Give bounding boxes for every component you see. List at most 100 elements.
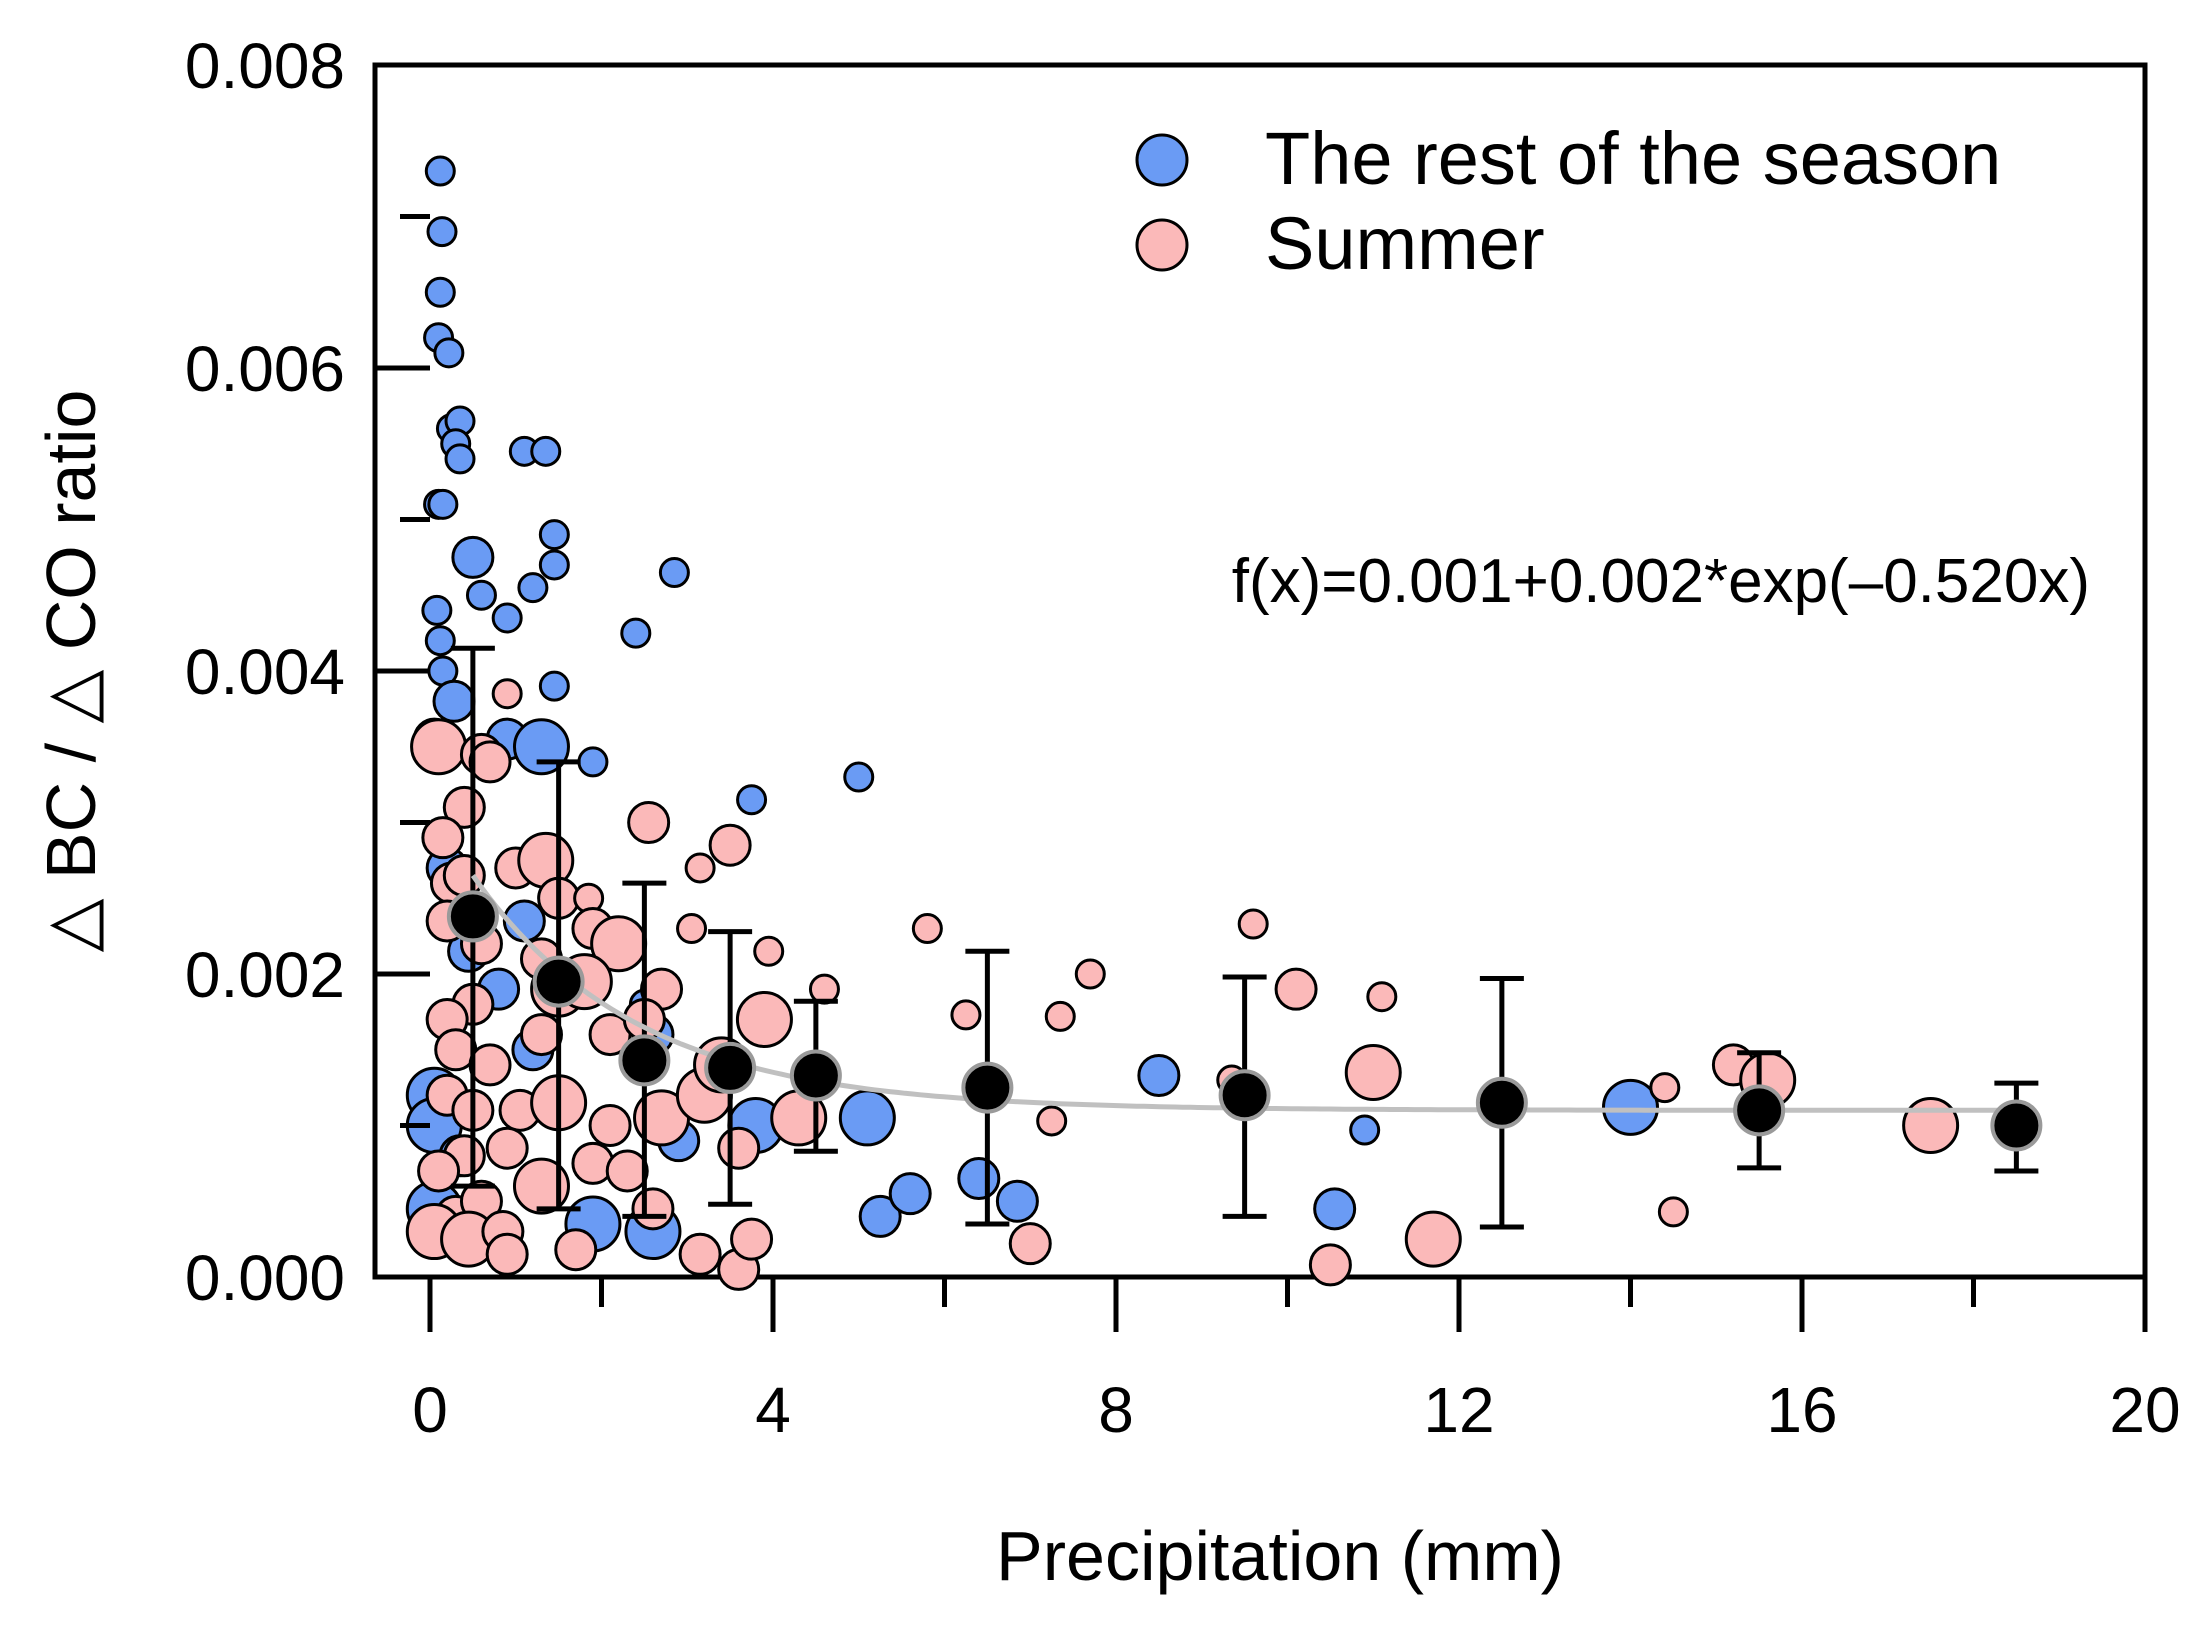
y-tick-label: 0.002 xyxy=(185,939,345,1011)
y-axis-title: △ BC / △ CO ratio xyxy=(32,390,110,953)
rest-of-season-point xyxy=(424,625,456,657)
x-tick-label: 16 xyxy=(1766,1374,1837,1446)
summer-point xyxy=(468,740,512,784)
x-tick-label: 8 xyxy=(1098,1374,1134,1446)
rest-of-season-point xyxy=(888,1172,932,1216)
rest-of-season-point xyxy=(538,670,570,702)
summer-point xyxy=(519,1013,563,1057)
rest-of-season-point xyxy=(843,761,875,793)
rest-of-season-point xyxy=(424,155,456,187)
rest-of-season-point xyxy=(736,784,768,816)
x-tick-label: 4 xyxy=(755,1374,791,1446)
summer-point xyxy=(684,852,716,884)
summer-point xyxy=(442,854,486,898)
x-axis-title: Precipitation (mm) xyxy=(996,1517,1564,1595)
rest-of-season-point xyxy=(957,1157,1001,1201)
summer-point xyxy=(512,1157,570,1215)
summer-point xyxy=(735,990,793,1048)
summer-point xyxy=(605,1149,649,1193)
y-tick-label: 0.000 xyxy=(185,1242,345,1314)
fit-equation: f(x)=0.001+0.002*exp(–0.520x) xyxy=(1232,547,2090,616)
summer-point xyxy=(676,913,708,945)
rest-of-season-point xyxy=(577,746,609,778)
legend-label-rest: The rest of the season xyxy=(1265,117,2001,200)
rest-of-season-point xyxy=(432,679,476,723)
legend-label-summer: Summer xyxy=(1265,202,1545,285)
y-tick-label: 0.004 xyxy=(185,636,345,708)
summer-point xyxy=(1649,1072,1681,1104)
rest-of-season-point xyxy=(517,572,549,604)
summer-point xyxy=(554,1228,598,1272)
y-tick-label: 0.008 xyxy=(185,30,345,102)
binned-mean-point xyxy=(1733,1084,1786,1137)
rest-of-season-point xyxy=(421,594,453,626)
summer-point xyxy=(708,823,752,867)
x-tick-label: 0 xyxy=(412,1374,448,1446)
rest-of-season-point xyxy=(538,549,570,581)
summer-point xyxy=(631,1187,675,1231)
rest-of-season-point xyxy=(995,1179,1039,1223)
summer-point xyxy=(485,1232,529,1276)
binned-mean-point xyxy=(704,1041,757,1094)
binned-mean-point xyxy=(446,890,499,943)
legend-marker-rest xyxy=(1135,133,1189,187)
binned-mean-point xyxy=(1475,1076,1528,1129)
rest-of-season-points xyxy=(405,155,1659,1261)
binned-mean-point xyxy=(532,955,585,1008)
legend: The rest of the season Summer xyxy=(1135,117,2001,285)
summer-point xyxy=(1308,1243,1352,1287)
rest-of-season-point xyxy=(444,443,476,475)
x-tick-label: 12 xyxy=(1423,1374,1494,1446)
summer-point xyxy=(627,801,671,844)
summer-point xyxy=(491,678,523,710)
binned-mean-point xyxy=(961,1061,1014,1114)
summer-point xyxy=(753,935,785,967)
summer-point xyxy=(1344,1043,1402,1101)
summer-point xyxy=(1404,1210,1462,1268)
summer-point xyxy=(485,1126,529,1170)
rest-of-season-point xyxy=(658,557,690,589)
y-tick-label: 0.006 xyxy=(185,333,345,405)
binned-mean-point xyxy=(618,1034,671,1087)
summer-point xyxy=(911,913,943,945)
rest-of-season-point xyxy=(1602,1078,1659,1136)
rest-of-season-point xyxy=(620,617,652,649)
rest-of-season-point xyxy=(491,602,523,634)
rest-of-season-point xyxy=(451,535,495,579)
legend-marker-summer xyxy=(1135,218,1189,272)
rest-of-season-point xyxy=(1313,1187,1357,1231)
summer-point xyxy=(588,1104,632,1147)
binned-mean-point xyxy=(1990,1099,2043,1152)
rest-of-season-point xyxy=(427,488,459,520)
rest-of-season-point xyxy=(538,519,570,551)
summer-point xyxy=(1008,1222,1052,1266)
summer-point xyxy=(417,1149,461,1193)
rest-of-season-point xyxy=(433,337,465,369)
rest-of-season-point xyxy=(465,579,497,611)
summer-point xyxy=(468,1043,512,1087)
binned-mean-point xyxy=(789,1049,842,1102)
binned-mean-points xyxy=(446,890,2043,1152)
summer-point xyxy=(1902,1097,1960,1154)
summer-points xyxy=(405,678,1960,1291)
rest-of-season-point xyxy=(1349,1114,1381,1146)
binned-mean-point xyxy=(1218,1069,1271,1122)
summer-point xyxy=(1657,1196,1689,1228)
x-tick-label: 20 xyxy=(2109,1374,2180,1446)
summer-point xyxy=(717,1126,761,1170)
summer-point xyxy=(678,1232,722,1276)
rest-of-season-point xyxy=(1137,1054,1181,1098)
summer-point xyxy=(950,999,982,1031)
summer-point xyxy=(1036,1105,1068,1137)
summer-point xyxy=(1237,908,1269,940)
rest-of-season-point xyxy=(530,435,562,467)
rest-of-season-point xyxy=(858,1194,902,1238)
rest-of-season-point xyxy=(838,1089,896,1147)
summer-point xyxy=(730,1217,774,1261)
summer-point xyxy=(1044,1000,1076,1032)
summer-point xyxy=(1074,958,1106,990)
summer-point xyxy=(1366,981,1398,1013)
summer-point xyxy=(421,816,465,860)
axis-ticks: 0 4 8 12 16 20 0.000 0.002 0.004 0.006 0.008 xyxy=(185,30,2181,1446)
